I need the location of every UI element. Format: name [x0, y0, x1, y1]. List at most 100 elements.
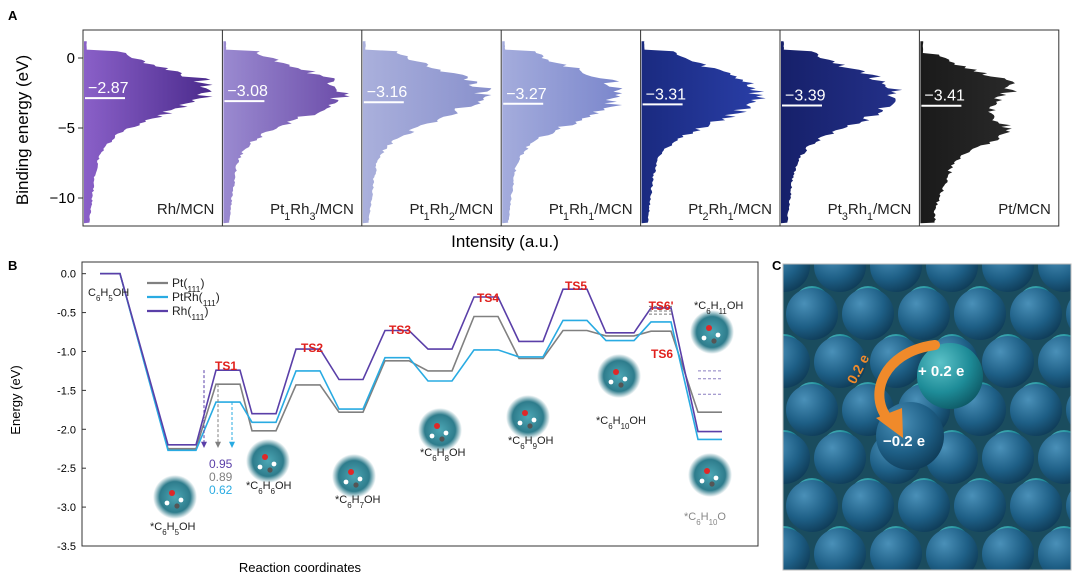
panel-b-ytick-label: -1.5 — [57, 385, 76, 397]
rh-atom — [738, 286, 774, 322]
barrier-arrowhead — [215, 441, 221, 448]
panel-c-frame — [782, 263, 1072, 571]
dos-area — [84, 41, 213, 224]
carbon-atom — [353, 482, 359, 488]
series-name: Pt1​Rh1​/MCN — [549, 201, 633, 223]
ts-label: TS5 — [565, 279, 587, 293]
pt-atom — [982, 264, 1034, 292]
pt-atom — [786, 480, 838, 532]
pt-atom — [1066, 394, 1071, 426]
intermediate-label: *C6​H9​OH — [508, 435, 554, 451]
pt-atom — [814, 528, 866, 570]
rh-atom — [850, 574, 886, 582]
panel-b-ylabel: Energy (eV) — [8, 365, 23, 434]
d-band-center-label: −3.16 — [367, 84, 408, 101]
series-name: Pt/MCN — [998, 201, 1051, 218]
pt-atom — [783, 336, 810, 388]
carbon-atom — [174, 503, 180, 509]
rh-atom — [1074, 286, 1080, 322]
pt-atom — [1038, 528, 1071, 570]
rh-atom — [906, 574, 942, 582]
panel-b-ytick-label: -3.0 — [57, 502, 76, 514]
rh-atom — [738, 478, 774, 514]
rh-atom — [738, 574, 774, 582]
intermediate-label: *C6​H8​OH — [420, 447, 466, 463]
pt-atom — [982, 432, 1034, 484]
pt-atom — [814, 264, 866, 292]
series-name: Rh/MCN — [157, 201, 215, 218]
dos-area — [641, 41, 766, 224]
panel-b-ytick-label: 0.0 — [61, 269, 76, 281]
hydrogen-atom — [715, 332, 721, 338]
adsorbate-model — [153, 475, 197, 519]
pt-atom — [1010, 192, 1062, 244]
energy-path — [100, 272, 722, 446]
intermediate-label: *C6​H10​O — [684, 511, 726, 527]
charge-transfer-arrowhead — [876, 408, 903, 438]
pt-atom — [702, 528, 754, 580]
panel-b-ytick-label: -2.0 — [57, 424, 76, 436]
dos-area — [920, 41, 1017, 224]
pt-atom — [1038, 432, 1071, 484]
pt-atom — [954, 192, 1006, 244]
d-band-center-label: −3.27 — [506, 86, 547, 103]
ts-label: TS6' — [649, 299, 674, 313]
rh-atom — [794, 574, 830, 582]
negative-charge-label: −0.2 e — [883, 433, 925, 450]
charge-transfer-arrow — [874, 340, 940, 428]
pt-atom — [954, 288, 1006, 340]
oxygen-atom — [706, 325, 712, 331]
ts-label: TS3 — [389, 323, 411, 337]
oxygen-atom — [613, 369, 619, 375]
panel-b-frame — [81, 261, 759, 547]
d-band-center-label: −2.87 — [88, 80, 129, 97]
panel-a-frame — [82, 29, 1060, 227]
ts-label: TS4 — [477, 291, 499, 305]
legend-label: Rh(111​) — [172, 304, 208, 322]
pt-atom — [730, 288, 782, 340]
pt-atom — [814, 432, 866, 484]
panel-c-charge-transfer: 0.2 e + 0.2 e−0.2 e — [702, 192, 1080, 582]
carbon-atom — [618, 382, 624, 388]
barrier-value: 0.89 — [209, 470, 233, 484]
pt-atom — [842, 288, 894, 340]
dos-area — [502, 41, 623, 224]
energy-path — [100, 272, 722, 452]
pt-atom — [954, 480, 1006, 532]
carbon-atom — [709, 481, 715, 487]
barrier-arrowhead — [201, 441, 207, 448]
panel-b-ytick-label: -0.5 — [57, 308, 76, 320]
panel-b-xlabel: Reaction coordinates — [239, 560, 362, 575]
adsorbate-model — [690, 310, 734, 354]
legend-label: Pt(111​) — [172, 276, 204, 294]
panel-a-xlabel: Intensity (a.u.) — [451, 232, 559, 251]
pt-atom — [870, 264, 922, 292]
panel-a-ytick-label: −10 — [50, 190, 75, 207]
oxygen-atom — [169, 490, 175, 496]
hydrogen-atom — [531, 417, 537, 423]
hydrogen-atom — [608, 379, 614, 385]
hydrogen-atom — [699, 478, 705, 484]
panel-a-dos: 0 −5 −10 −2.87 Rh/MCN −3.08 Pt1​Rh3​/MCN −3.16 P… — [50, 29, 1060, 227]
d-band-center-label: −3.08 — [227, 83, 268, 100]
intermediate-label: *C6​H7​OH — [335, 494, 381, 510]
rh-atom — [1074, 478, 1080, 514]
intermediate-label: *C6​H10​OH — [596, 415, 646, 431]
ts-label: TS6 — [651, 347, 673, 361]
hydrogen-atom — [164, 500, 170, 506]
series-name: Pt1​Rh3​/MCN — [270, 201, 354, 223]
barrier-value: 0.62 — [209, 483, 233, 497]
panel-a-ytick-label: 0 — [67, 50, 75, 67]
pt-atom — [702, 240, 754, 292]
rh-atom — [962, 574, 998, 582]
barrier-arrowhead — [229, 441, 235, 448]
dos-area — [362, 41, 492, 224]
pt-atom — [898, 288, 950, 340]
pt-atom — [786, 288, 838, 340]
rh-atom — [1074, 574, 1080, 582]
hydrogen-atom — [517, 420, 523, 426]
ts-label: TS1 — [215, 359, 237, 373]
hydrogen-atom — [257, 464, 263, 470]
hydrogen-atom — [443, 430, 449, 436]
